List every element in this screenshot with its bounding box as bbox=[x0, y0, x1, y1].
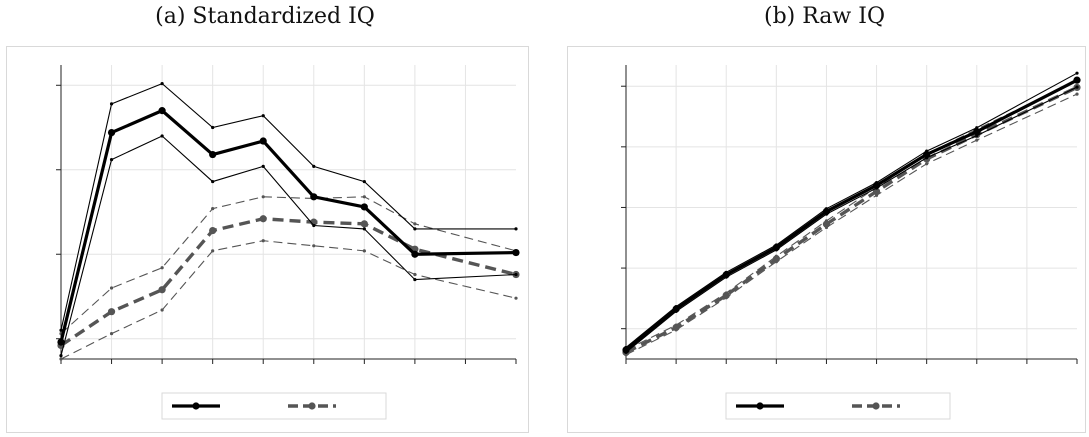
treated-ci-upper-point bbox=[59, 328, 63, 332]
control-ci-lower-point bbox=[925, 162, 929, 166]
control-ci-upper-point bbox=[413, 222, 417, 226]
control-ci-upper-point bbox=[362, 195, 366, 199]
treated-ci-lower-point bbox=[211, 179, 215, 184]
control-data-point bbox=[158, 286, 166, 294]
legend-control-marker bbox=[872, 402, 880, 410]
treated-data-point bbox=[973, 128, 981, 136]
control-ci-lower-line bbox=[60, 240, 517, 360]
control-ci-lower-point bbox=[160, 308, 164, 312]
control-ci-upper-point bbox=[211, 207, 215, 211]
treated-ci-upper-point bbox=[312, 164, 316, 168]
treated-ci-lower-point bbox=[362, 227, 366, 231]
control-ci-lower-point bbox=[59, 357, 63, 361]
control-ci-lower-point bbox=[362, 249, 366, 253]
treated-ci-lower-point bbox=[514, 272, 518, 277]
control-ci-lower-point bbox=[1075, 92, 1079, 96]
control-ci-upper-point bbox=[160, 266, 164, 270]
panel-a-title: (a) Standardized IQ bbox=[155, 4, 375, 29]
control-ci-upper-point bbox=[109, 286, 114, 290]
control-data-point bbox=[360, 220, 368, 228]
treated-ci-upper-point bbox=[211, 125, 215, 130]
control-ci-lower-point bbox=[312, 244, 316, 248]
control-data-point bbox=[772, 255, 780, 263]
treated-series-line bbox=[59, 109, 517, 343]
treated-ci-lower-point bbox=[261, 164, 265, 168]
treated-data-point bbox=[411, 250, 419, 258]
control-ci-lower-point bbox=[109, 332, 114, 336]
treated-data-point bbox=[872, 181, 881, 189]
legend-control-marker bbox=[308, 402, 316, 410]
control-ci-lower-point bbox=[514, 296, 518, 300]
treated-ci-upper-point bbox=[362, 179, 366, 184]
treated-data-point bbox=[259, 137, 267, 145]
treated-data-point bbox=[512, 248, 520, 257]
treated-ci-upper-line bbox=[60, 82, 516, 331]
chart-panel-raw-iq bbox=[567, 46, 1086, 433]
treated-ci-lower-line bbox=[625, 86, 1078, 353]
treated-data-point bbox=[772, 243, 780, 252]
control-series-line bbox=[60, 217, 517, 347]
control-ci-lower-line bbox=[625, 93, 1078, 356]
treated-data-point bbox=[1073, 76, 1081, 84]
chart-panel-standardized-iq bbox=[6, 46, 529, 433]
control-ci-lower-point bbox=[413, 272, 417, 277]
treated-ci-upper-point bbox=[413, 227, 417, 231]
control-data-point bbox=[672, 323, 680, 332]
control-data-point bbox=[107, 308, 116, 316]
control-ci-upper-point bbox=[261, 195, 265, 199]
treated-ci-lower-point bbox=[160, 134, 164, 138]
treated-data-point bbox=[209, 150, 217, 159]
treated-data-point bbox=[622, 346, 630, 354]
legend-treated-marker bbox=[192, 402, 200, 410]
treated-ci-lower-point bbox=[413, 277, 417, 282]
control-data-point bbox=[259, 215, 267, 223]
control-ci-lower-point bbox=[261, 239, 265, 243]
treated-data-point bbox=[722, 271, 730, 279]
treated-data-point bbox=[360, 203, 368, 211]
legend-box bbox=[725, 392, 951, 420]
control-ci-lower-point bbox=[211, 249, 215, 253]
treated-ci-upper-point bbox=[514, 227, 518, 231]
treated-ci-upper-point bbox=[261, 114, 265, 118]
treated-data-point bbox=[158, 107, 166, 115]
treated-data-point bbox=[310, 193, 318, 201]
treated-ci-upper-point bbox=[160, 81, 164, 86]
treated-ci-lower-point bbox=[59, 354, 63, 358]
chart-standardized-iq bbox=[56, 65, 520, 420]
treated-ci-upper-point bbox=[109, 102, 114, 106]
treated-ci-upper-point bbox=[1075, 71, 1079, 75]
panel-b-title: (b) Raw IQ bbox=[764, 4, 885, 29]
control-data-point bbox=[822, 220, 831, 228]
legend-treated-marker bbox=[756, 402, 764, 410]
control-ci-upper-line bbox=[60, 196, 517, 335]
control-data-point bbox=[722, 291, 730, 299]
treated-ci-lower-point bbox=[312, 223, 316, 228]
control-series-line bbox=[625, 85, 1078, 354]
treated-ci-lower-point bbox=[109, 158, 114, 162]
treated-data-point bbox=[57, 338, 65, 346]
treated-data-point bbox=[107, 128, 116, 137]
control-ci-lower-point bbox=[975, 138, 979, 142]
treated-data-point bbox=[923, 150, 931, 159]
treated-data-point bbox=[822, 207, 831, 215]
treated-ci-lower-point bbox=[1075, 85, 1079, 89]
chart-raw-iq bbox=[621, 65, 1081, 420]
treated-data-point bbox=[672, 305, 680, 313]
control-data-point bbox=[209, 226, 217, 235]
